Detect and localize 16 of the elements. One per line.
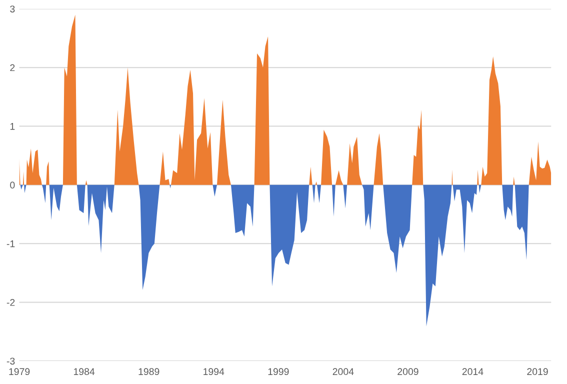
y-tick-label: 3 xyxy=(10,6,15,12)
x-tick-label: 1994 xyxy=(204,368,224,376)
y-tick-label: -1 xyxy=(6,240,15,248)
x-tick-label: 2014 xyxy=(462,368,484,376)
y-tick-label: 0 xyxy=(10,182,15,189)
y-tick-label: 2 xyxy=(10,64,15,72)
x-tick-label: 1989 xyxy=(138,368,160,376)
x-tick-label: 1999 xyxy=(268,368,289,376)
x-tick-label: 2004 xyxy=(332,368,354,376)
y-tick-label: -3 xyxy=(6,358,15,365)
y-tick-label: 1 xyxy=(10,123,15,130)
x-tick-label: 2019 xyxy=(527,368,548,376)
x-tick-label: 2009 xyxy=(398,368,418,376)
x-tick-label: 1979 xyxy=(9,368,30,376)
y-tick-label: -2 xyxy=(6,299,15,306)
x-tick-label: 1984 xyxy=(74,368,95,376)
